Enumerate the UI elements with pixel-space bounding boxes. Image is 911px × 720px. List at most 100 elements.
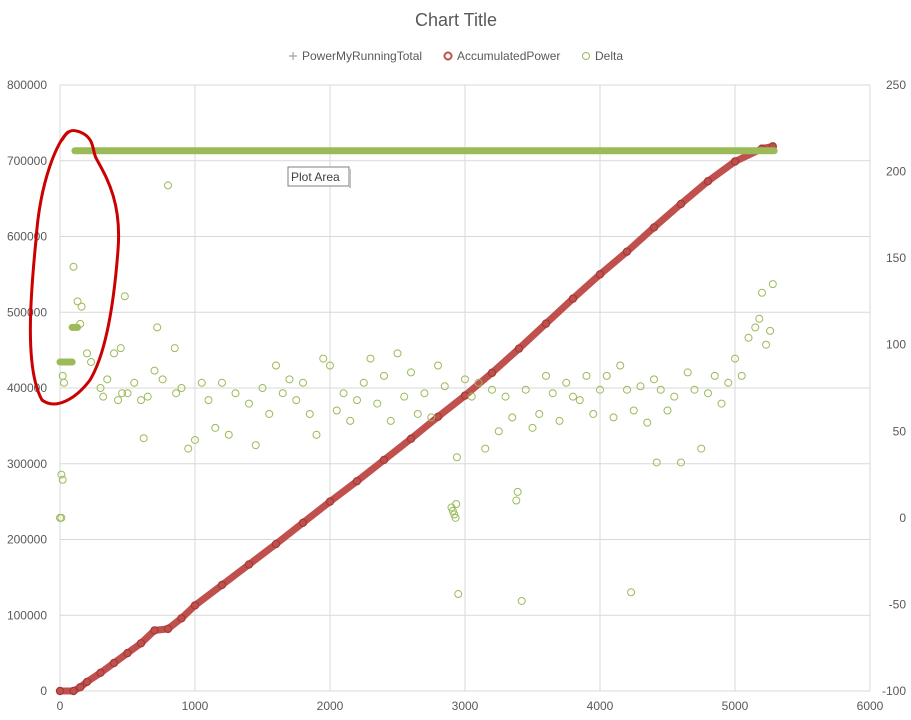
y-left-tick-label: 600000 <box>7 230 47 244</box>
delta-point <box>636 382 645 391</box>
delta-point <box>643 418 652 427</box>
delta-point <box>373 399 382 408</box>
tooltip-shadow <box>349 169 351 188</box>
delta-point <box>158 375 167 384</box>
delta-point <box>434 361 442 370</box>
delta-point <box>118 389 127 398</box>
legend-marker-circle-open <box>582 52 590 60</box>
delta-point <box>312 430 321 439</box>
accumulated-power-point <box>325 497 335 506</box>
delta-point <box>467 392 476 401</box>
delta-point <box>76 319 85 328</box>
y-left-tick-label: 500000 <box>7 305 47 319</box>
delta-point <box>258 384 267 392</box>
plot-area-tooltip: Plot Area <box>287 166 351 188</box>
delta-point <box>596 385 604 394</box>
legend-label: Delta <box>595 49 623 63</box>
delta-point <box>616 361 625 370</box>
delta-point <box>153 323 162 332</box>
delta-point <box>440 382 449 391</box>
delta-point <box>656 385 665 394</box>
delta-point <box>172 389 181 398</box>
accumulated-power-point <box>568 294 578 303</box>
delta-point <box>96 384 105 392</box>
delta-point <box>508 413 517 422</box>
delta-point <box>400 392 409 401</box>
delta-point <box>652 458 661 467</box>
delta-point <box>386 416 395 425</box>
y-left-tick-label: 0 <box>40 684 47 698</box>
accumulated-power-point <box>69 686 78 696</box>
delta-point <box>758 288 766 297</box>
delta-point <box>143 392 152 401</box>
delta-point <box>58 475 67 484</box>
delta-point <box>609 413 618 422</box>
delta-point <box>474 378 483 387</box>
y-left-tick-label: 800000 <box>7 78 47 92</box>
delta-point <box>407 368 415 377</box>
delta-point <box>123 389 132 398</box>
accumulated-power-point <box>622 247 632 256</box>
delta-point <box>87 358 96 367</box>
accumulated-power-point <box>123 648 132 658</box>
delta-point <box>535 409 544 418</box>
x-tick-label: 0 <box>57 699 64 713</box>
delta-point <box>501 392 510 401</box>
series-accumulated-power <box>55 142 778 696</box>
x-tick-label: 1000 <box>182 699 209 713</box>
legend-marker-circle <box>443 51 453 61</box>
x-axis: 0 1000 2000 3000 4000 5000 6000 <box>57 699 884 713</box>
delta-point <box>380 371 388 380</box>
delta-point <box>137 396 145 405</box>
delta-point <box>170 344 179 353</box>
accumulated-power-point <box>82 677 92 687</box>
accumulated-power-point <box>136 639 146 648</box>
y-right-tick-label: 0 <box>899 511 906 525</box>
delta-point <box>481 444 490 453</box>
y-right-tick-label: 250 <box>886 78 906 92</box>
delta-point <box>461 375 469 384</box>
x-tick-label: 5000 <box>722 699 749 713</box>
delta-point <box>177 384 186 392</box>
y-right-axis: -100 -50 0 50 100 150 200 250 <box>882 78 906 698</box>
delta-point <box>197 378 206 387</box>
delta-point <box>413 409 422 418</box>
delta-point <box>150 366 159 375</box>
y-left-tick-label: 300000 <box>7 457 47 471</box>
delta-point <box>623 385 631 394</box>
delta-point <box>69 262 78 271</box>
x-tick-label: 2000 <box>317 699 344 713</box>
delta-point <box>450 510 459 519</box>
delta-point <box>513 487 522 496</box>
delta-point <box>542 371 550 380</box>
delta-point <box>755 314 764 323</box>
series-delta <box>56 147 778 605</box>
accumulated-power-point <box>190 601 200 610</box>
delta-point <box>420 389 429 398</box>
delta-point <box>251 441 260 450</box>
accumulated-power-point <box>379 455 389 465</box>
delta-point <box>683 368 692 377</box>
delta-point <box>528 423 537 432</box>
delta-point <box>292 396 301 405</box>
delta-point <box>272 361 280 370</box>
legend-label: PowerMyRunningTotal <box>302 49 422 63</box>
accumulated-power-point <box>595 270 605 279</box>
delta-point <box>737 371 746 380</box>
delta-point <box>285 375 294 384</box>
annotation-red-circle <box>28 129 121 406</box>
delta-point <box>454 590 463 599</box>
x-tick-label: 6000 <box>857 699 884 713</box>
delta-point <box>366 354 375 363</box>
delta-point <box>744 333 753 342</box>
delta-point <box>731 354 739 363</box>
chart-title: Chart Title <box>415 10 497 30</box>
legend: PowerMyRunningTotal AccumulatedPower Delta <box>289 49 623 63</box>
accumulated-power-point <box>406 434 416 443</box>
delta-point <box>517 596 526 605</box>
delta-point <box>670 392 679 401</box>
delta-point <box>211 423 220 432</box>
delta-point <box>346 416 355 425</box>
legend-item: Delta <box>582 49 623 63</box>
